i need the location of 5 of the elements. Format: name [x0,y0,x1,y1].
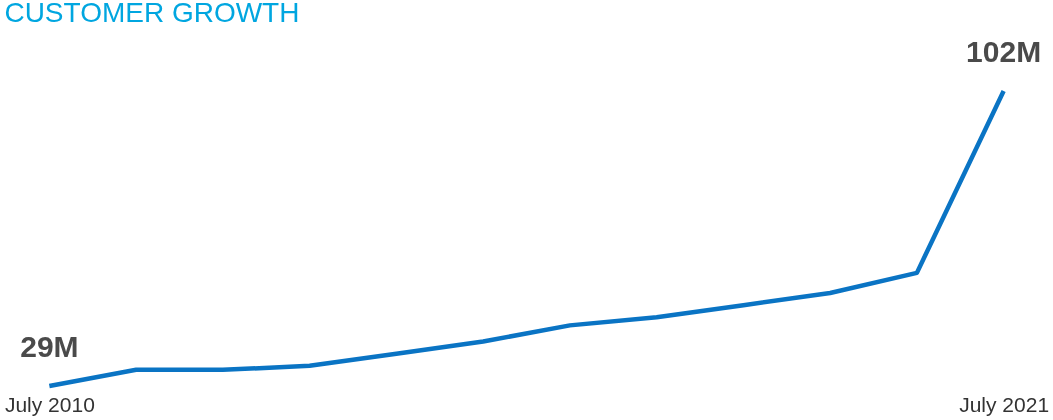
x-tick-label: July 2021 [959,392,1050,416]
x-tick-label: July 2010 [4,392,95,416]
data-label: 102M [966,35,1042,68]
data-label: 29M [20,330,79,363]
chart-title: CUSTOMER GROWTH [4,0,300,28]
